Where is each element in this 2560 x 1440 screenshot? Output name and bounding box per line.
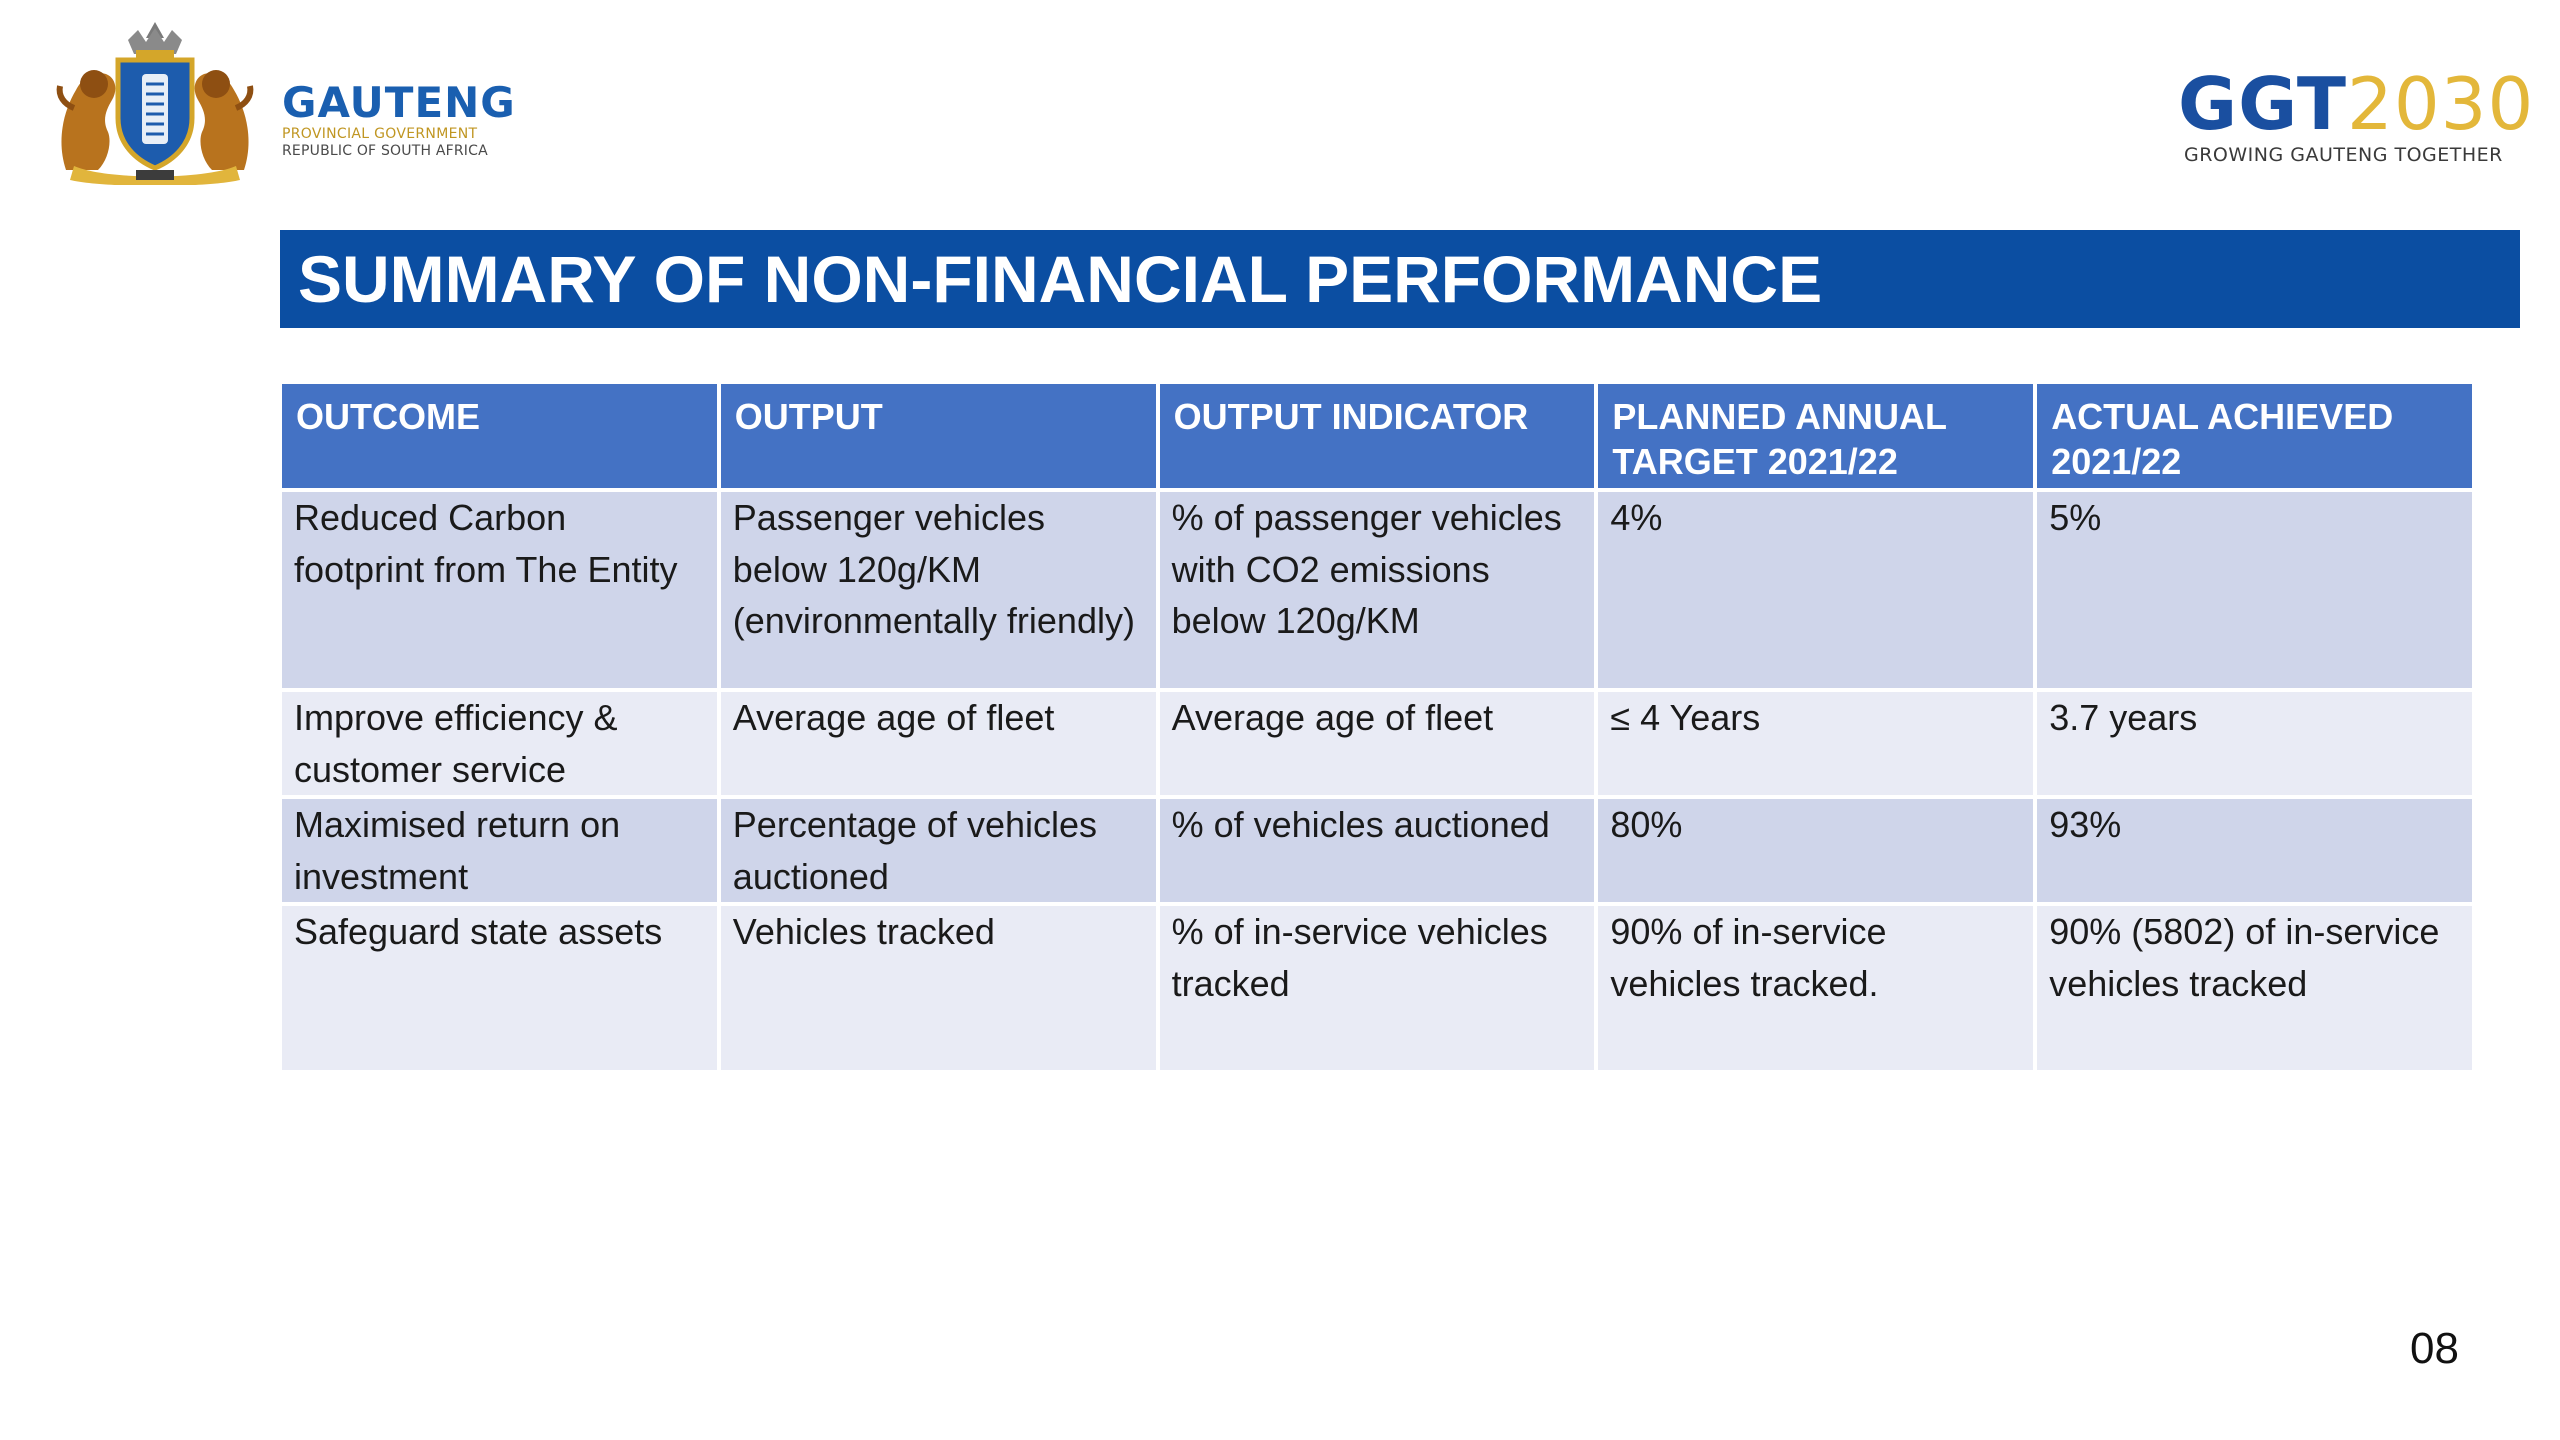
ggt2030-wordmark: GGT2030 bbox=[2178, 64, 2538, 144]
table-header-row: OUTCOME OUTPUT OUTPUT INDICATOR PLANNED … bbox=[282, 384, 2472, 488]
ggt-part: GGT bbox=[2178, 62, 2348, 146]
cell-planned-target: 80% bbox=[1598, 799, 2034, 902]
gauteng-subtitle-provincial: PROVINCIAL GOVERNMENT bbox=[282, 126, 478, 142]
gauteng-logo: GAUTENG PROVINCIAL GOVERNMENT REPUBLIC O… bbox=[46, 20, 516, 185]
cell-output-indicator: % of in-service vehicles tracked bbox=[1159, 906, 1595, 1070]
cell-planned-target: 90% of in-service vehicles tracked. bbox=[1598, 906, 2034, 1070]
header-outcome: OUTCOME bbox=[282, 384, 717, 488]
header-output-indicator: OUTPUT INDICATOR bbox=[1159, 384, 1595, 488]
cell-outcome: Improve efficiency & customer service bbox=[282, 692, 717, 795]
cell-planned-target: 4% bbox=[1598, 492, 2034, 688]
cell-output-indicator: % of vehicles auctioned bbox=[1159, 799, 1595, 902]
table-row: Maximised return on investment Percentag… bbox=[282, 799, 2472, 902]
ggt-year-part: 2030 bbox=[2347, 62, 2535, 146]
page-number: 08 bbox=[2410, 1324, 2459, 1373]
gauteng-wordmark: GAUTENG PROVINCIAL GOVERNMENT REPUBLIC O… bbox=[282, 78, 522, 160]
table-row: Safeguard state assets Vehicles tracked … bbox=[282, 906, 2472, 1070]
gauteng-name: GAUTENG bbox=[282, 78, 516, 127]
performance-table: OUTCOME OUTPUT OUTPUT INDICATOR PLANNED … bbox=[278, 380, 2476, 1074]
cell-actual-achieved: 93% bbox=[2037, 799, 2472, 902]
cell-actual-achieved: 5% bbox=[2037, 492, 2472, 688]
cell-actual-achieved: 3.7 years bbox=[2037, 692, 2472, 795]
ggt-tagline: GROWING GAUTENG TOGETHER bbox=[2184, 144, 2503, 166]
header-planned-target: PLANNED ANNUAL TARGET 2021/22 bbox=[1598, 384, 2034, 488]
header-actual-achieved: ACTUAL ACHIEVED 2021/22 bbox=[2037, 384, 2472, 488]
cell-outcome: Safeguard state assets bbox=[282, 906, 717, 1070]
ggt2030-logo: GGT2030 GROWING GAUTENG TOGETHER bbox=[2178, 64, 2538, 174]
header-output: OUTPUT bbox=[720, 384, 1156, 488]
cell-planned-target: ≤ 4 Years bbox=[1598, 692, 2034, 795]
table-row: Improve efficiency & customer service Av… bbox=[282, 692, 2472, 795]
cell-output: Passenger vehicles below 120g/KM (enviro… bbox=[720, 492, 1156, 688]
table-row: Reduced Carbon footprint from The Entity… bbox=[282, 492, 2472, 688]
cell-output: Vehicles tracked bbox=[720, 906, 1156, 1070]
cell-output-indicator: Average age of fleet bbox=[1159, 692, 1595, 795]
cell-output: Average age of fleet bbox=[720, 692, 1156, 795]
gauteng-subtitle-republic: REPUBLIC OF SOUTH AFRICA bbox=[282, 143, 488, 159]
cell-outcome: Reduced Carbon footprint from The Entity bbox=[282, 492, 717, 688]
cell-output-indicator: % of passenger vehicles with CO2 emissio… bbox=[1159, 492, 1595, 688]
title-bar: SUMMARY OF NON-FINANCIAL PERFORMANCE bbox=[280, 230, 2520, 328]
cell-output: Percentage of vehicles auctioned bbox=[720, 799, 1156, 902]
page-title: SUMMARY OF NON-FINANCIAL PERFORMANCE bbox=[298, 242, 1823, 316]
cell-actual-achieved: 90% (5802) of in-service vehicles tracke… bbox=[2037, 906, 2472, 1070]
coat-of-arms-icon bbox=[56, 22, 254, 185]
cell-outcome: Maximised return on investment bbox=[282, 799, 717, 902]
